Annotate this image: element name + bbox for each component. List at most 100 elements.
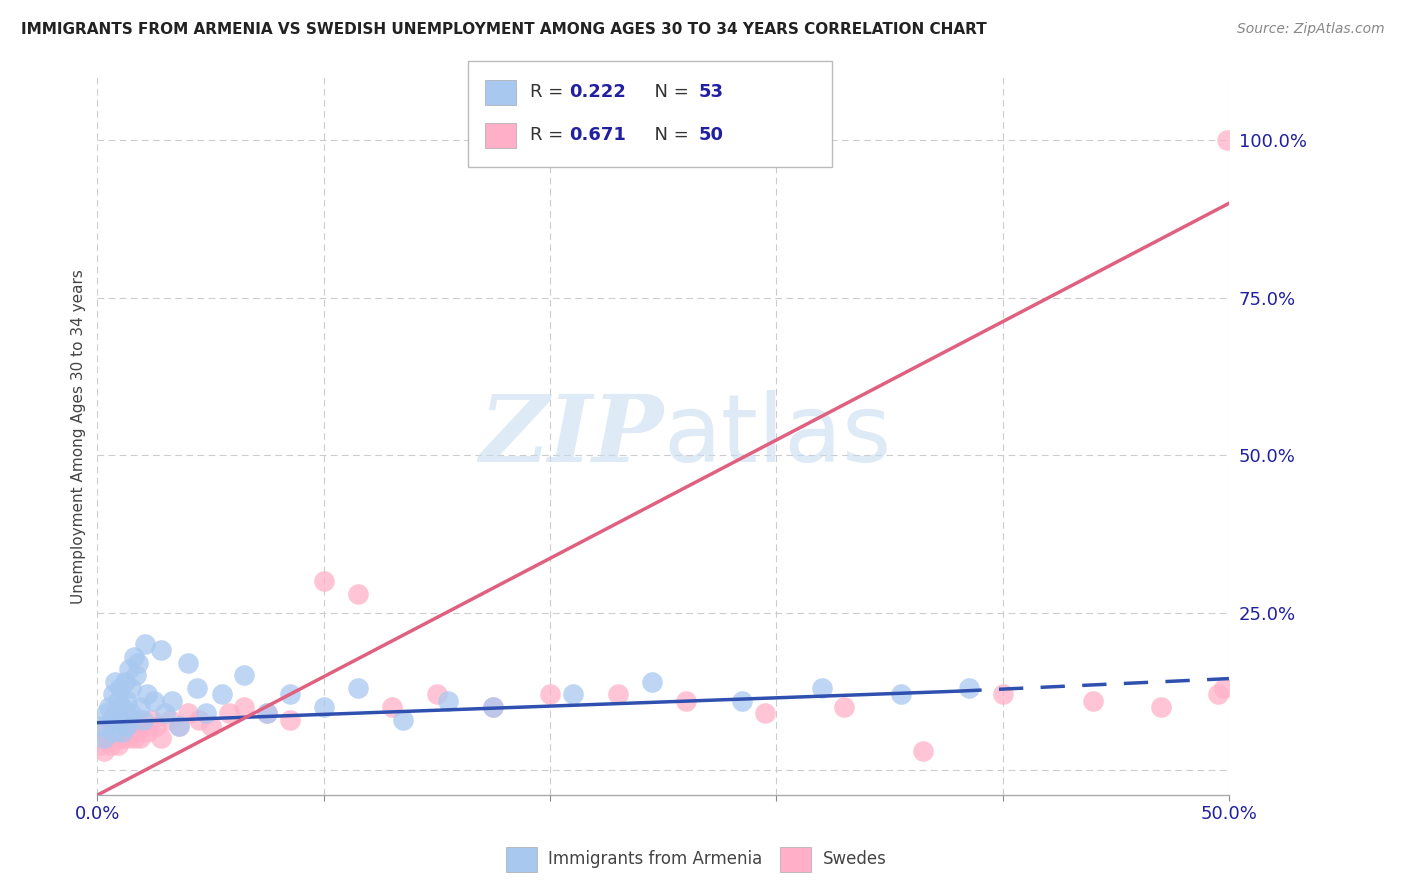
Point (188, 713, 211, 727)
Point (127, 656, 149, 670)
Point (97, 700, 120, 714)
Point (142, 693, 165, 707)
Point (93, 744, 115, 758)
Point (108, 681, 131, 695)
Point (218, 706, 240, 721)
Point (346, 586, 368, 600)
Point (890, 687, 912, 701)
Point (120, 706, 142, 721)
Point (115, 693, 138, 707)
Point (159, 713, 181, 727)
Point (111, 731, 134, 746)
Point (167, 719, 190, 733)
Y-axis label: Unemployment Among Ages 30 to 34 years: Unemployment Among Ages 30 to 34 years (72, 268, 86, 604)
Point (278, 687, 301, 701)
Point (312, 574, 335, 588)
Point (426, 687, 449, 701)
Point (129, 731, 152, 746)
Point (167, 719, 190, 733)
Point (122, 649, 145, 664)
Point (731, 693, 754, 707)
Point (90, 719, 112, 733)
Point (606, 687, 628, 701)
Text: Immigrants from Armenia: Immigrants from Armenia (548, 850, 762, 868)
Text: 0.222: 0.222 (569, 83, 626, 101)
Point (177, 706, 200, 721)
Point (186, 681, 208, 695)
Point (437, 693, 460, 707)
Point (380, 700, 402, 714)
Point (134, 637, 156, 651)
Point (136, 687, 159, 701)
Point (1206, 687, 1229, 701)
Point (93, 731, 115, 746)
Point (104, 674, 127, 689)
Point (96, 706, 118, 721)
Point (103, 725, 125, 739)
Point (115, 731, 138, 746)
Point (103, 719, 125, 733)
Point (195, 706, 218, 721)
Point (675, 693, 697, 707)
Point (108, 713, 131, 727)
Point (141, 713, 163, 727)
Point (149, 643, 172, 657)
Point (149, 731, 172, 746)
Text: 50: 50 (699, 126, 724, 144)
Point (114, 674, 136, 689)
Point (233, 700, 256, 714)
Point (96, 725, 118, 739)
Text: N =: N = (643, 83, 695, 101)
Point (100, 738, 122, 752)
Point (125, 725, 148, 739)
Point (136, 725, 159, 739)
Point (127, 713, 149, 727)
Point (107, 693, 129, 707)
Point (108, 725, 131, 739)
Point (115, 719, 138, 733)
Point (177, 656, 200, 670)
Point (482, 700, 505, 714)
Point (122, 731, 145, 746)
Point (810, 681, 832, 695)
Point (912, 744, 935, 758)
Point (1213, 681, 1236, 695)
Point (991, 687, 1014, 701)
Point (108, 713, 131, 727)
Text: Swedes: Swedes (823, 850, 886, 868)
Text: 53: 53 (699, 83, 724, 101)
Point (832, 700, 855, 714)
Point (538, 687, 561, 701)
Point (114, 719, 136, 733)
Point (957, 681, 980, 695)
Text: atlas: atlas (664, 391, 891, 483)
Point (129, 700, 152, 714)
Point (561, 687, 583, 701)
Point (107, 719, 129, 733)
Text: R =: R = (530, 83, 569, 101)
Point (111, 700, 134, 714)
Point (754, 706, 776, 721)
Point (131, 719, 153, 733)
Point (131, 713, 153, 727)
Point (211, 687, 233, 701)
Point (104, 731, 127, 746)
Point (155, 706, 177, 721)
Point (233, 668, 256, 682)
Point (1150, 700, 1173, 714)
Point (312, 700, 335, 714)
Point (641, 674, 664, 689)
Point (111, 725, 134, 739)
Point (118, 713, 141, 727)
Point (145, 719, 167, 733)
Point (89, 738, 111, 752)
Point (103, 687, 125, 701)
Point (118, 725, 141, 739)
Text: Source: ZipAtlas.com: Source: ZipAtlas.com (1237, 22, 1385, 37)
Point (256, 706, 278, 721)
Point (120, 681, 142, 695)
Point (120, 719, 142, 733)
Point (100, 713, 122, 727)
Point (97, 731, 120, 746)
Text: IMMIGRANTS FROM ARMENIA VS SWEDISH UNEMPLOYMENT AMONG AGES 30 TO 34 YEARS CORREL: IMMIGRANTS FROM ARMENIA VS SWEDISH UNEMP… (21, 22, 987, 37)
